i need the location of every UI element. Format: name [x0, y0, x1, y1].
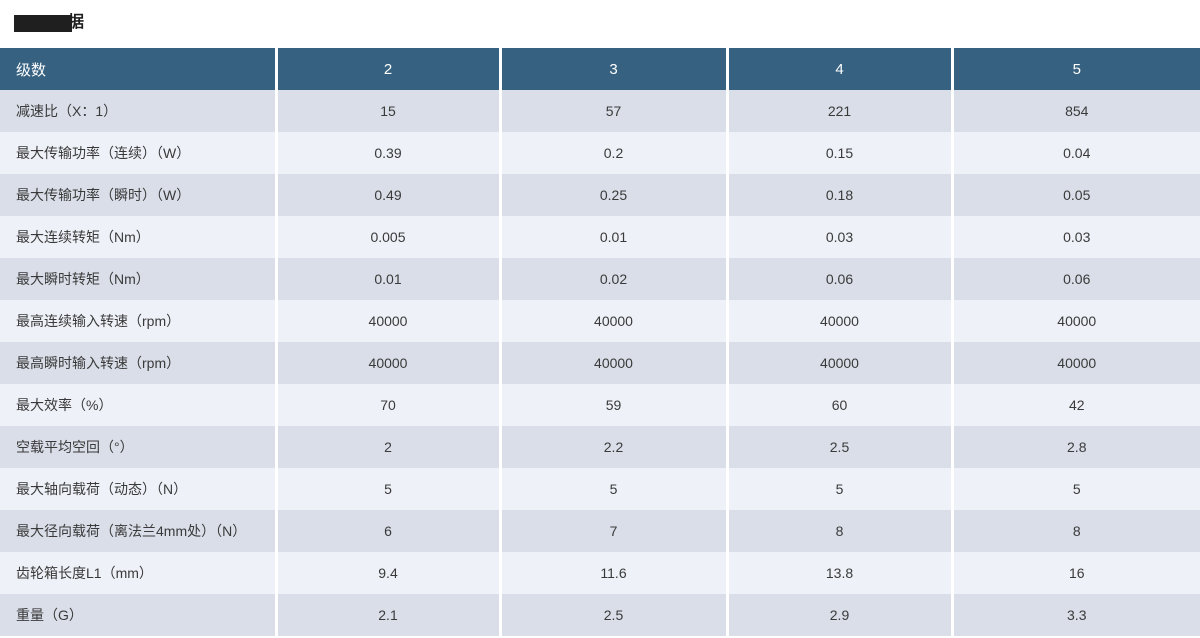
value-cell: 0.03 [727, 216, 954, 258]
row-label-cell: 空载平均空回（°） [0, 426, 278, 468]
spec-table: 级数 2 3 4 5 减速比（X：1） 15 57 221 854 最大传输功率… [0, 48, 1200, 636]
row-label-cell: 齿轮箱长度L1（mm） [0, 552, 278, 594]
row-label-cell: 最高连续输入转速（rpm） [0, 300, 278, 342]
value-cell: 42 [952, 384, 1200, 426]
row-label-cell: 最大连续转矩（Nm） [0, 216, 278, 258]
value-cell: 5 [276, 468, 502, 510]
value-cell: 40000 [952, 342, 1200, 384]
value-cell: 0.04 [952, 132, 1200, 174]
value-cell: 8 [952, 510, 1200, 552]
row-label-cell: 最大效率（%） [0, 384, 278, 426]
value-cell: 6 [276, 510, 502, 552]
value-cell: 2.5 [727, 426, 954, 468]
value-cell: 40000 [276, 300, 502, 342]
row-label-cell: 最大传输功率（瞬时）（W） [0, 174, 278, 216]
value-cell: 2.8 [952, 426, 1200, 468]
value-cell: 40000 [500, 342, 729, 384]
value-cell: 2.1 [276, 594, 502, 636]
value-cell: 57 [500, 90, 729, 132]
row-label-cell: 减速比（X：1） [0, 90, 278, 132]
value-cell: 854 [952, 90, 1200, 132]
value-cell: 40000 [727, 342, 954, 384]
value-cell: 0.18 [727, 174, 954, 216]
value-cell: 11.6 [500, 552, 729, 594]
table-header-row: 级数 2 3 4 5 [0, 48, 1200, 90]
value-cell: 15 [276, 90, 502, 132]
value-cell: 3.3 [952, 594, 1200, 636]
page-title: 据 [14, 13, 84, 33]
table-row-weight: 重量（G） 2.1 2.5 2.9 3.3 [0, 594, 1200, 636]
row-label-cell: 最高瞬时输入转速（rpm） [0, 342, 278, 384]
value-cell: 2.2 [500, 426, 729, 468]
table-row-max-torque-continuous: 最大连续转矩（Nm） 0.005 0.01 0.03 0.03 [0, 216, 1200, 258]
value-cell: 0.39 [276, 132, 502, 174]
value-cell: 40000 [727, 300, 954, 342]
table-row-max-efficiency: 最大效率（%） 70 59 60 42 [0, 384, 1200, 426]
value-cell: 40000 [952, 300, 1200, 342]
value-cell: 60 [727, 384, 954, 426]
value-cell: 2.9 [727, 594, 954, 636]
page-title-visible-text: 据 [68, 14, 85, 31]
value-cell: 0.15 [727, 132, 954, 174]
table-row-max-axial-load: 最大轴向载荷（动态）（N） 5 5 5 5 [0, 468, 1200, 510]
value-cell: 16 [952, 552, 1200, 594]
value-cell: 0.05 [952, 174, 1200, 216]
table-row-max-power-instant: 最大传输功率（瞬时）（W） 0.49 0.25 0.18 0.05 [0, 174, 1200, 216]
value-cell: 0.01 [500, 216, 729, 258]
header-cell-stage-3: 3 [500, 48, 729, 90]
value-cell: 2 [276, 426, 502, 468]
value-cell: 40000 [276, 342, 502, 384]
value-cell: 59 [500, 384, 729, 426]
value-cell: 0.005 [276, 216, 502, 258]
value-cell: 5 [727, 468, 954, 510]
title-redaction-box [14, 14, 72, 32]
row-label-cell: 最大传输功率（连续）（W） [0, 132, 278, 174]
value-cell: 221 [727, 90, 954, 132]
row-label-cell: 最大径向载荷（离法兰4mm处）（N） [0, 510, 278, 552]
value-cell: 13.8 [727, 552, 954, 594]
value-cell: 7 [500, 510, 729, 552]
value-cell: 70 [276, 384, 502, 426]
value-cell: 9.4 [276, 552, 502, 594]
value-cell: 0.25 [500, 174, 729, 216]
table-row-max-radial-load: 最大径向载荷（离法兰4mm处）（N） 6 7 8 8 [0, 510, 1200, 552]
value-cell: 0.01 [276, 258, 502, 300]
table-row-max-power-continuous: 最大传输功率（连续）（W） 0.39 0.2 0.15 0.04 [0, 132, 1200, 174]
row-label-cell: 最大瞬时转矩（Nm） [0, 258, 278, 300]
value-cell: 40000 [500, 300, 729, 342]
value-cell: 0.06 [727, 258, 954, 300]
table-row-max-input-speed-instant: 最高瞬时输入转速（rpm） 40000 40000 40000 40000 [0, 342, 1200, 384]
value-cell: 0.06 [952, 258, 1200, 300]
header-cell-parameter: 级数 [0, 48, 278, 90]
header-cell-stage-5: 5 [952, 48, 1200, 90]
header-cell-stage-4: 4 [727, 48, 954, 90]
table-row-reduction-ratio: 减速比（X：1） 15 57 221 854 [0, 90, 1200, 132]
value-cell: 0.02 [500, 258, 729, 300]
value-cell: 5 [500, 468, 729, 510]
row-label-cell: 重量（G） [0, 594, 278, 636]
value-cell: 0.2 [500, 132, 729, 174]
table-row-gearbox-length: 齿轮箱长度L1（mm） 9.4 11.6 13.8 16 [0, 552, 1200, 594]
value-cell: 5 [952, 468, 1200, 510]
value-cell: 0.49 [276, 174, 502, 216]
value-cell: 8 [727, 510, 954, 552]
table-row-backlash: 空载平均空回（°） 2 2.2 2.5 2.8 [0, 426, 1200, 468]
row-label-cell: 最大轴向载荷（动态）（N） [0, 468, 278, 510]
value-cell: 2.5 [500, 594, 729, 636]
table-row-max-torque-instant: 最大瞬时转矩（Nm） 0.01 0.02 0.06 0.06 [0, 258, 1200, 300]
value-cell: 0.03 [952, 216, 1200, 258]
table-row-max-input-speed-continuous: 最高连续输入转速（rpm） 40000 40000 40000 40000 [0, 300, 1200, 342]
header-cell-stage-2: 2 [276, 48, 502, 90]
